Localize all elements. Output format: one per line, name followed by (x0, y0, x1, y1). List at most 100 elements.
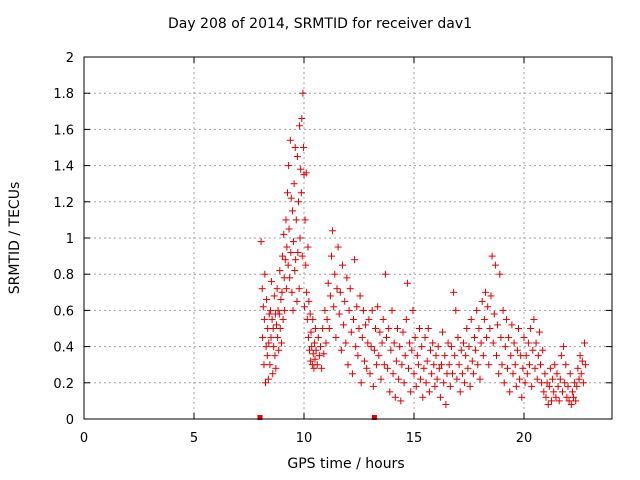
data-point (471, 334, 478, 342)
data-point (422, 379, 430, 387)
data-point (478, 297, 486, 305)
data-point (275, 346, 283, 354)
data-point (433, 375, 441, 383)
data-point (310, 364, 318, 372)
data-point (278, 288, 286, 296)
data-point (573, 382, 581, 390)
data-point (561, 379, 569, 387)
data-point (268, 315, 276, 323)
data-point (412, 382, 420, 390)
data-point (541, 370, 549, 378)
data-point (376, 328, 384, 336)
data-point (377, 375, 385, 383)
data-point (324, 279, 332, 287)
data-point (284, 261, 292, 269)
data-point (309, 350, 317, 358)
data-point (270, 292, 278, 300)
grid (84, 57, 612, 419)
data-point (343, 274, 351, 282)
data-point (416, 325, 423, 332)
data-point (312, 346, 320, 354)
data-point (537, 361, 544, 369)
data-point (508, 321, 516, 329)
data-point (413, 352, 421, 360)
data-point (262, 343, 270, 351)
data-point (311, 325, 319, 332)
data-point (568, 388, 576, 396)
data-point (543, 379, 551, 387)
data-point (423, 357, 431, 365)
data-point (516, 375, 524, 383)
data-point (319, 325, 327, 332)
data-point (582, 361, 590, 369)
data-point (334, 243, 342, 251)
data-point (266, 361, 274, 369)
data-point (296, 122, 304, 130)
data-point (318, 364, 326, 372)
data-point (294, 248, 302, 256)
x-tick-label: 0 (80, 431, 88, 446)
data-point (258, 285, 266, 293)
data-point (475, 325, 483, 332)
data-point (527, 325, 535, 332)
data-point (546, 364, 554, 372)
data-point (321, 306, 329, 314)
data-point (533, 375, 541, 383)
data-point (435, 364, 443, 372)
data-point (350, 315, 357, 323)
data-point (284, 189, 291, 197)
data-point (307, 357, 315, 365)
data-point (313, 361, 321, 369)
data-point (378, 339, 386, 347)
data-point (566, 370, 574, 378)
data-point (257, 238, 265, 246)
data-point (295, 285, 303, 293)
data-point (495, 370, 503, 378)
data-point (386, 388, 394, 396)
data-point (389, 370, 397, 378)
data-point (574, 364, 582, 372)
data-point (405, 364, 412, 372)
data-point (277, 296, 285, 304)
data-points (257, 89, 590, 420)
data-point (328, 252, 335, 260)
data-point (296, 234, 304, 242)
data-point (542, 393, 550, 401)
data-point (539, 346, 547, 354)
data-point (267, 306, 275, 314)
y-tick-label: 2 (66, 51, 74, 66)
data-point (502, 315, 510, 323)
data-point (513, 346, 521, 354)
data-point (581, 339, 588, 347)
data-point (411, 334, 419, 342)
data-point (330, 303, 338, 311)
data-point (506, 388, 514, 396)
data-point (379, 315, 387, 323)
data-point (265, 339, 273, 347)
data-point (463, 325, 471, 332)
data-point (357, 379, 365, 387)
data-point (406, 339, 414, 347)
data-point (346, 285, 354, 293)
data-point (326, 292, 334, 300)
axis-ticks: 00.20.40.60.811.21.41.61.820 5 10 15 20 (53, 51, 612, 446)
data-point (560, 343, 568, 351)
data-point (339, 261, 346, 269)
data-point (497, 334, 505, 342)
data-point (522, 352, 530, 360)
data-point (467, 315, 475, 323)
data-point (431, 382, 439, 390)
data-point (472, 346, 480, 354)
data-point (434, 343, 442, 351)
data-point (274, 306, 282, 314)
y-tick-label: 0.8 (53, 268, 74, 283)
data-point (418, 343, 426, 351)
data-point (388, 306, 396, 314)
data-point (468, 357, 476, 365)
data-point (391, 393, 399, 401)
data-point (307, 328, 315, 336)
data-point (297, 165, 305, 173)
data-point (398, 361, 406, 369)
data-point (314, 334, 322, 342)
data-point (444, 339, 452, 347)
